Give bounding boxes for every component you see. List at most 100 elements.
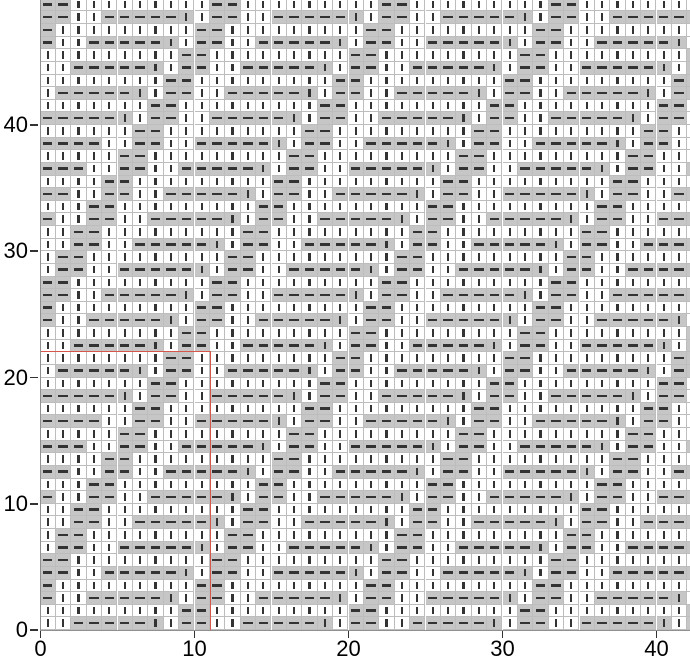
purl-symbol: [273, 180, 284, 183]
stitch-cell: [179, 314, 195, 327]
knit-symbol: [77, 606, 80, 615]
stitch-cell: [548, 465, 565, 479]
stitch-cell: [456, 289, 472, 302]
purl-symbol: [196, 495, 207, 499]
stitch-cell: [209, 36, 226, 50]
stitch-cell: [517, 11, 534, 24]
stitch-cell: [163, 36, 180, 50]
stitch-cell: [148, 503, 164, 517]
stitch-cell: [440, 604, 457, 618]
stitch-cell: [225, 390, 241, 403]
purl-symbol: [458, 621, 469, 625]
stitch-cell: [179, 200, 195, 214]
knit-symbol: [446, 278, 450, 287]
knit-symbol: [570, 493, 573, 501]
purl-symbol: [535, 192, 546, 196]
stitch-cell: [394, 503, 411, 517]
stitch-cell: [656, 491, 672, 504]
purl-symbol: [643, 243, 654, 246]
knit-symbol: [662, 253, 665, 261]
knit-symbol: [431, 442, 434, 451]
stitch-cell: [55, 402, 72, 416]
stitch-cell: [209, 516, 226, 529]
stitch-cell: [363, 503, 380, 517]
stitch-cell: [71, 453, 87, 466]
stitch-cell: [194, 11, 210, 24]
purl-symbol: [458, 318, 469, 322]
stitch-cell: [579, 440, 595, 454]
stitch-cell: [148, 24, 164, 37]
knit-symbol: [400, 202, 404, 211]
purl-symbol: [535, 520, 546, 524]
stitch-cell: [610, 352, 626, 365]
purl-symbol: [212, 192, 222, 196]
purl-symbol: [489, 268, 500, 271]
stitch-cell: [440, 150, 457, 163]
stitch-cell: [348, 617, 364, 630]
knit-symbol: [154, 531, 157, 539]
knit-symbol: [554, 253, 558, 261]
stitch-cell: [641, 87, 657, 100]
stitch-cell: [240, 592, 257, 605]
stitch-cell: [132, 0, 149, 12]
stitch-cell: [302, 49, 318, 62]
stitch-cell: [209, 200, 226, 214]
stitch-cell: [240, 390, 257, 403]
stitch-cell: [579, 150, 595, 163]
knit-symbol: [431, 253, 434, 261]
knit-symbol: [169, 455, 173, 463]
stitch-cell: [71, 24, 87, 37]
knit-symbol: [616, 164, 619, 173]
knit-symbol: [169, 505, 173, 514]
stitch-cell: [102, 390, 118, 403]
stitch-cell: [471, 162, 488, 176]
stitch-cell: [533, 503, 549, 517]
stitch-cell: [564, 301, 580, 315]
stitch-cell: [610, 364, 626, 378]
stitch-cell: [625, 440, 642, 454]
stitch-cell: [487, 617, 503, 630]
purl-symbol: [427, 596, 438, 600]
stitch-cell: [117, 36, 133, 50]
purl-symbol: [42, 306, 53, 309]
stitch-cell: [564, 503, 580, 517]
knit-symbol: [585, 127, 588, 135]
stitch-cell: [671, 352, 688, 365]
stitch-cell: [610, 579, 626, 593]
stitch-cell: [471, 49, 488, 62]
stitch-cell: [86, 200, 103, 214]
stitch-cell: [594, 516, 611, 529]
stitch-cell: [333, 112, 349, 125]
knit-symbol: [385, 51, 388, 59]
purl-symbol: [119, 41, 130, 44]
knit-symbol: [200, 404, 203, 413]
stitch-cell: [117, 478, 133, 492]
knit-symbol: [169, 581, 173, 590]
stitch-cell: [148, 263, 164, 277]
stitch-cell: [333, 364, 349, 378]
knit-symbol: [570, 518, 573, 526]
x-axis-label: 20: [336, 636, 361, 659]
stitch-cell: [625, 137, 642, 151]
knit-symbol: [323, 26, 327, 34]
stitch-cell: [117, 327, 133, 340]
purl-symbol: [258, 344, 269, 347]
knit-symbol: [138, 467, 142, 476]
stitch-cell: [194, 352, 210, 365]
knit-symbol: [215, 152, 219, 160]
stitch-cell: [317, 24, 334, 37]
stitch-cell: [394, 364, 411, 378]
purl-symbol: [73, 621, 84, 625]
knit-symbol: [369, 89, 373, 97]
stitch-cell: [348, 36, 364, 50]
purl-symbol: [181, 167, 192, 170]
stitch-cell: [440, 503, 457, 517]
knit-symbol: [138, 556, 142, 564]
purl-symbol: [597, 520, 607, 524]
stitch-cell: [533, 402, 549, 416]
knit-symbol: [354, 568, 357, 577]
knit-symbol: [339, 606, 342, 615]
knit-symbol: [246, 379, 250, 388]
y-axis-label: 30: [3, 238, 28, 264]
stitch-cell: [317, 529, 334, 542]
